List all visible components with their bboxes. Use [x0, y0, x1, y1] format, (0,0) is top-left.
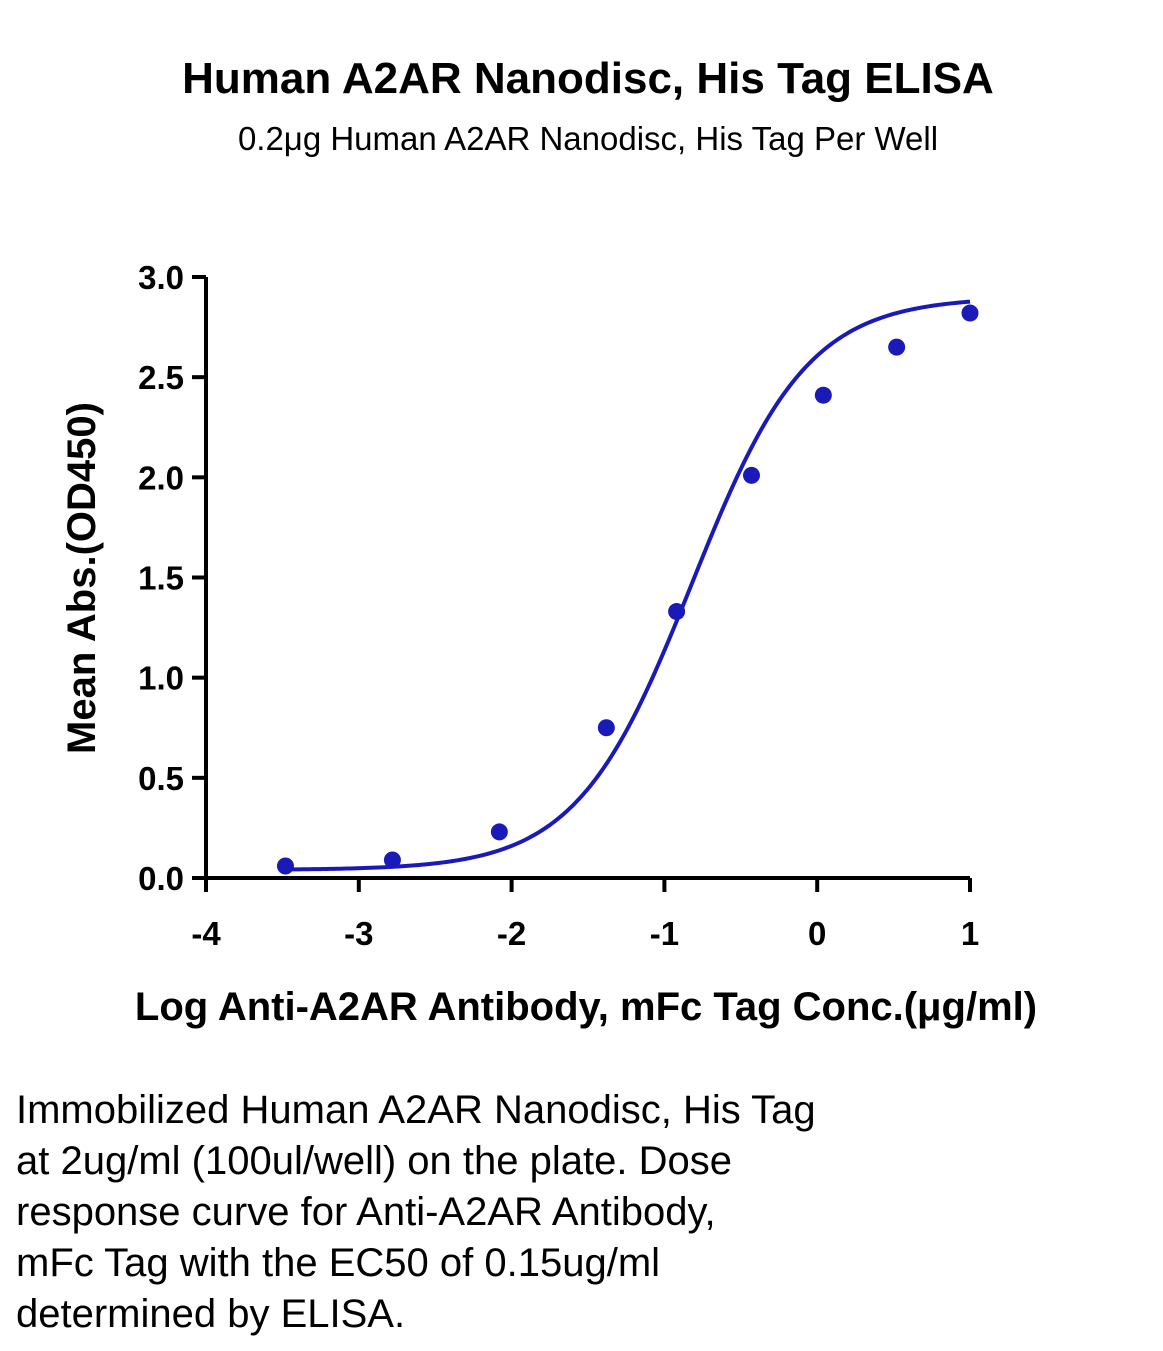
y-tick-label: 3.0 [138, 259, 184, 296]
data-point [742, 466, 760, 484]
caption-line: Immobilized Human A2AR Nanodisc, His Tag [16, 1088, 816, 1132]
fit-curve [285, 299, 971, 872]
x-tick-label: -3 [344, 915, 373, 952]
data-point [668, 603, 686, 621]
figure-caption: Immobilized Human A2AR Nanodisc, His Tag… [16, 1085, 1016, 1340]
chart-title: Human A2AR Nanodisc, His Tag ELISA [182, 54, 994, 103]
chart-subtitle: 0.2μg Human A2AR Nanodisc, His Tag Per W… [238, 120, 938, 157]
data-point [597, 719, 615, 737]
data-point [814, 386, 832, 404]
caption-line: at 2ug/ml (100ul/well) on the plate. Dos… [16, 1139, 732, 1183]
data-point [490, 823, 508, 841]
y-tick-label: 0.0 [138, 860, 184, 897]
y-tick-label: 2.0 [138, 459, 184, 496]
x-tick-label: -4 [191, 915, 221, 952]
caption-line: mFc Tag with the EC50 of 0.15ug/ml [16, 1241, 661, 1285]
x-tick-label: -2 [497, 915, 526, 952]
data-point [276, 857, 294, 875]
x-tick-label: 0 [808, 915, 826, 952]
y-tick-label: 0.5 [138, 760, 184, 797]
y-tick-label: 1.0 [138, 660, 184, 697]
y-tick-label: 1.5 [138, 560, 184, 597]
y-axis-label: Mean Abs.(OD450) [60, 402, 104, 754]
data-point [888, 338, 906, 356]
data-point [961, 304, 979, 322]
data-points [276, 304, 979, 875]
caption-line: response curve for Anti-A2AR Antibody, [16, 1190, 716, 1234]
caption-line: determined by ELISA. [16, 1292, 406, 1336]
x-tick-label: -1 [650, 915, 679, 952]
ticks [192, 275, 972, 892]
x-tick-label: 1 [961, 915, 979, 952]
x-axis-label: Log Anti-A2AR Antibody, mFc Tag Conc.(μg… [135, 985, 1037, 1029]
tick-labels: -4 -3 -2 -1 0 1 0.0 0.5 1.0 1.5 2.0 2.5 3.0 [138, 259, 979, 952]
y-tick-label: 2.5 [138, 359, 184, 396]
data-point [383, 851, 401, 869]
